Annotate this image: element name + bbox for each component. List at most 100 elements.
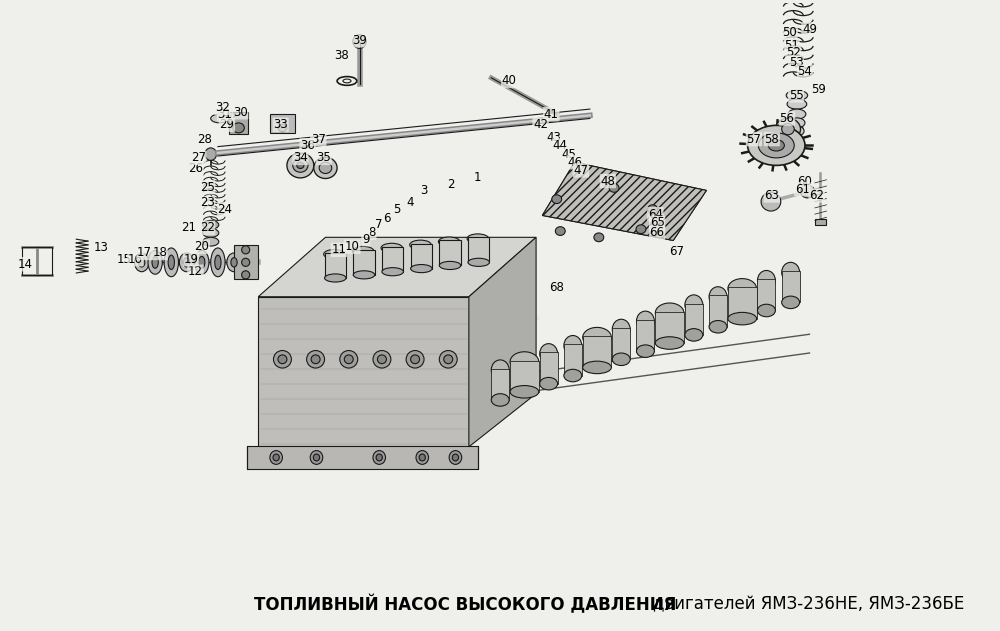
- Text: 19: 19: [184, 252, 199, 266]
- Text: 51: 51: [784, 39, 799, 52]
- Ellipse shape: [416, 451, 429, 464]
- Ellipse shape: [297, 162, 304, 168]
- Ellipse shape: [352, 246, 374, 256]
- Text: 7: 7: [375, 218, 383, 232]
- Ellipse shape: [564, 336, 582, 355]
- Ellipse shape: [242, 245, 250, 254]
- Ellipse shape: [419, 454, 425, 461]
- Ellipse shape: [270, 451, 282, 464]
- Ellipse shape: [310, 451, 323, 464]
- Text: 15: 15: [116, 252, 131, 266]
- Text: 52: 52: [786, 46, 801, 59]
- Text: 43: 43: [547, 131, 561, 144]
- Ellipse shape: [728, 312, 757, 325]
- Ellipse shape: [439, 261, 461, 269]
- Bar: [612, 328, 630, 359]
- Ellipse shape: [782, 262, 800, 282]
- Ellipse shape: [382, 268, 403, 276]
- Ellipse shape: [205, 148, 217, 160]
- Ellipse shape: [438, 237, 460, 246]
- Text: 10: 10: [345, 240, 360, 253]
- Text: 47: 47: [573, 164, 588, 177]
- Text: 23: 23: [200, 196, 215, 209]
- Ellipse shape: [307, 351, 325, 368]
- Text: двигателей ЯМЗ-236НЕ, ЯМЗ-236БЕ: двигателей ЯМЗ-236НЕ, ЯМЗ-236БЕ: [653, 596, 964, 613]
- Ellipse shape: [376, 454, 382, 461]
- Ellipse shape: [139, 257, 145, 267]
- Ellipse shape: [273, 351, 291, 368]
- Ellipse shape: [325, 274, 346, 282]
- Text: 30: 30: [233, 106, 248, 119]
- Ellipse shape: [801, 186, 815, 198]
- Ellipse shape: [242, 271, 250, 279]
- Ellipse shape: [287, 153, 314, 178]
- Text: 29: 29: [219, 118, 234, 131]
- Ellipse shape: [685, 329, 703, 341]
- Ellipse shape: [203, 228, 219, 237]
- Ellipse shape: [685, 295, 703, 315]
- Text: 31: 31: [218, 108, 233, 121]
- Ellipse shape: [313, 454, 320, 461]
- Ellipse shape: [273, 454, 279, 461]
- Text: 59: 59: [811, 83, 826, 95]
- Ellipse shape: [786, 90, 808, 100]
- Text: 55: 55: [789, 89, 803, 102]
- Bar: [709, 295, 727, 327]
- Text: 40: 40: [502, 74, 517, 88]
- Text: 33: 33: [273, 118, 288, 131]
- Text: 48: 48: [600, 175, 615, 187]
- Polygon shape: [234, 245, 258, 280]
- Ellipse shape: [583, 361, 611, 374]
- Bar: [491, 369, 509, 400]
- Ellipse shape: [789, 118, 805, 128]
- Bar: [655, 312, 684, 343]
- Ellipse shape: [373, 351, 391, 368]
- Ellipse shape: [411, 264, 432, 273]
- Ellipse shape: [406, 351, 424, 368]
- Bar: [564, 345, 582, 375]
- Bar: [757, 280, 775, 310]
- Ellipse shape: [203, 220, 219, 229]
- Bar: [540, 352, 558, 384]
- Bar: [815, 219, 826, 225]
- Text: 38: 38: [334, 49, 349, 62]
- Ellipse shape: [311, 355, 320, 363]
- Ellipse shape: [636, 345, 654, 357]
- Polygon shape: [542, 162, 706, 240]
- Text: 68: 68: [549, 281, 564, 294]
- Ellipse shape: [540, 344, 558, 363]
- Ellipse shape: [227, 253, 241, 272]
- Text: 21: 21: [181, 221, 196, 235]
- Text: 24: 24: [218, 203, 233, 216]
- Ellipse shape: [782, 296, 800, 309]
- Bar: [270, 114, 295, 133]
- Text: 56: 56: [780, 112, 794, 125]
- Ellipse shape: [564, 369, 582, 382]
- Ellipse shape: [411, 355, 420, 363]
- Bar: [728, 287, 757, 319]
- Ellipse shape: [594, 233, 604, 242]
- Ellipse shape: [709, 321, 727, 333]
- Ellipse shape: [340, 351, 358, 368]
- Circle shape: [768, 139, 784, 151]
- Ellipse shape: [233, 123, 244, 133]
- Text: 16: 16: [128, 252, 143, 266]
- Text: ТОПЛИВНЫЙ НАСОС ВЫСОКОГО ДАВЛЕНИЯ: ТОПЛИВНЫЙ НАСОС ВЫСОКОГО ДАВЛЕНИЯ: [254, 595, 682, 614]
- Bar: [382, 247, 403, 272]
- Text: 13: 13: [94, 242, 109, 254]
- Ellipse shape: [314, 157, 337, 179]
- Text: 50: 50: [782, 27, 797, 39]
- Ellipse shape: [293, 158, 308, 172]
- Ellipse shape: [612, 319, 630, 339]
- Polygon shape: [469, 237, 536, 447]
- Bar: [411, 244, 432, 269]
- Bar: [510, 360, 539, 392]
- Text: 67: 67: [669, 245, 684, 258]
- Ellipse shape: [540, 377, 558, 390]
- Circle shape: [758, 133, 794, 158]
- Ellipse shape: [324, 249, 345, 259]
- Ellipse shape: [583, 327, 611, 348]
- Ellipse shape: [467, 234, 489, 244]
- Ellipse shape: [199, 256, 205, 268]
- Bar: [685, 304, 703, 335]
